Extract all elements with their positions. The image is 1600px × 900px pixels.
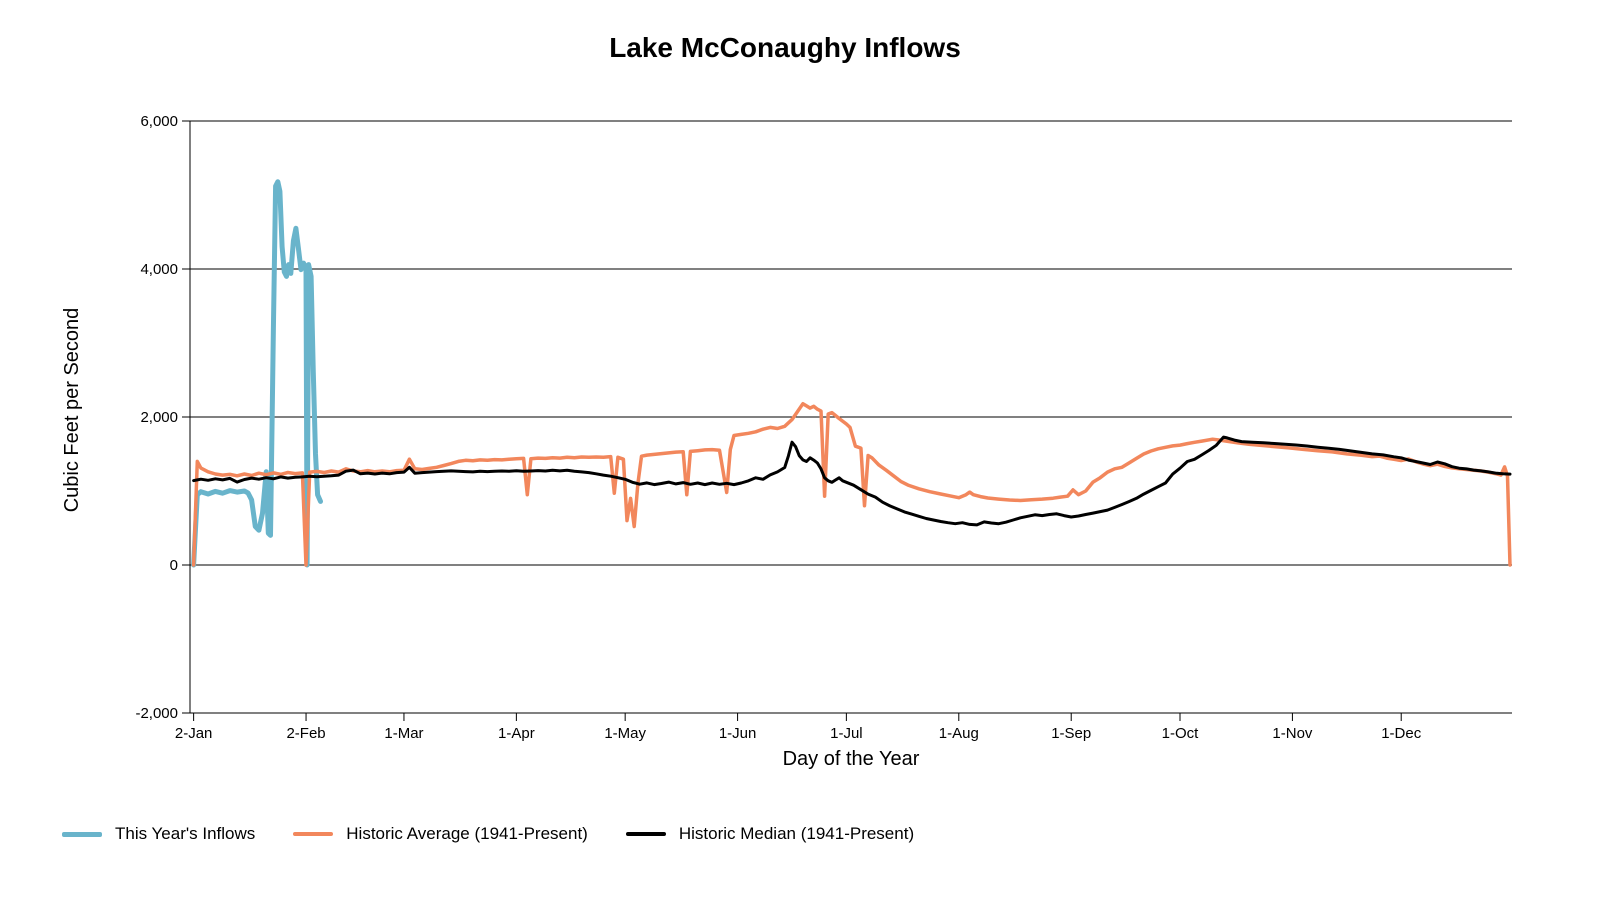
y-tick-label: 6,000: [140, 113, 178, 130]
legend-label-historic-average: Historic Average (1941-Present): [346, 824, 588, 843]
x-tick-label: 1-Mar: [384, 725, 423, 742]
x-tick-label: 1-Jul: [830, 725, 863, 742]
x-axis-title: Day of the Year: [782, 748, 920, 770]
y-tick-label: 4,000: [140, 261, 178, 278]
x-tick-label: 1-Dec: [1381, 725, 1422, 742]
chart-title: Lake McConaughy Inflows: [609, 32, 961, 63]
legend-item-historic-median: Historic Median (1941-Present): [625, 824, 915, 844]
legend-swatch-this-year: [62, 831, 102, 837]
x-tick-label: 1-Oct: [1162, 725, 1200, 742]
series-line-1: [191, 401, 1512, 567]
x-tick-label: 2-Jan: [175, 725, 213, 742]
series-line-2: [192, 435, 1512, 527]
x-tick-label: 1-May: [604, 725, 646, 742]
legend-item-this-year: This Year's Inflows: [62, 824, 255, 844]
legend-swatch-historic-average: [293, 832, 334, 836]
x-tick-label: 2-Feb: [286, 725, 325, 742]
y-tick-label: 2,000: [140, 409, 178, 426]
chart-plot-area: 6,000 4,000 2,000 0 -2,000 2-Jan 2-Feb 1-Mar 1-A…: [135, 113, 1512, 742]
x-tick-label: 1-Aug: [939, 725, 979, 742]
y-tick-label: -2,000: [135, 705, 178, 722]
legend-item-historic-average: Historic Average (1941-Present): [293, 824, 588, 844]
chart-legend: This Year's Inflows Historic Average (19…: [62, 820, 952, 848]
series-line-0: [191, 179, 323, 568]
legend-label-historic-median: Historic Median (1941-Present): [678, 824, 915, 843]
x-tick-label: 1-Apr: [498, 725, 535, 742]
legend-swatch-historic-median: [625, 832, 666, 836]
legend-label-this-year: This Year's Inflows: [115, 824, 256, 843]
y-tick-label: 0: [170, 557, 178, 574]
x-tick-label: 1-Nov: [1272, 725, 1313, 742]
x-tick-label: 1-Sep: [1051, 725, 1091, 742]
x-tick-label: 1-Jun: [719, 725, 757, 742]
